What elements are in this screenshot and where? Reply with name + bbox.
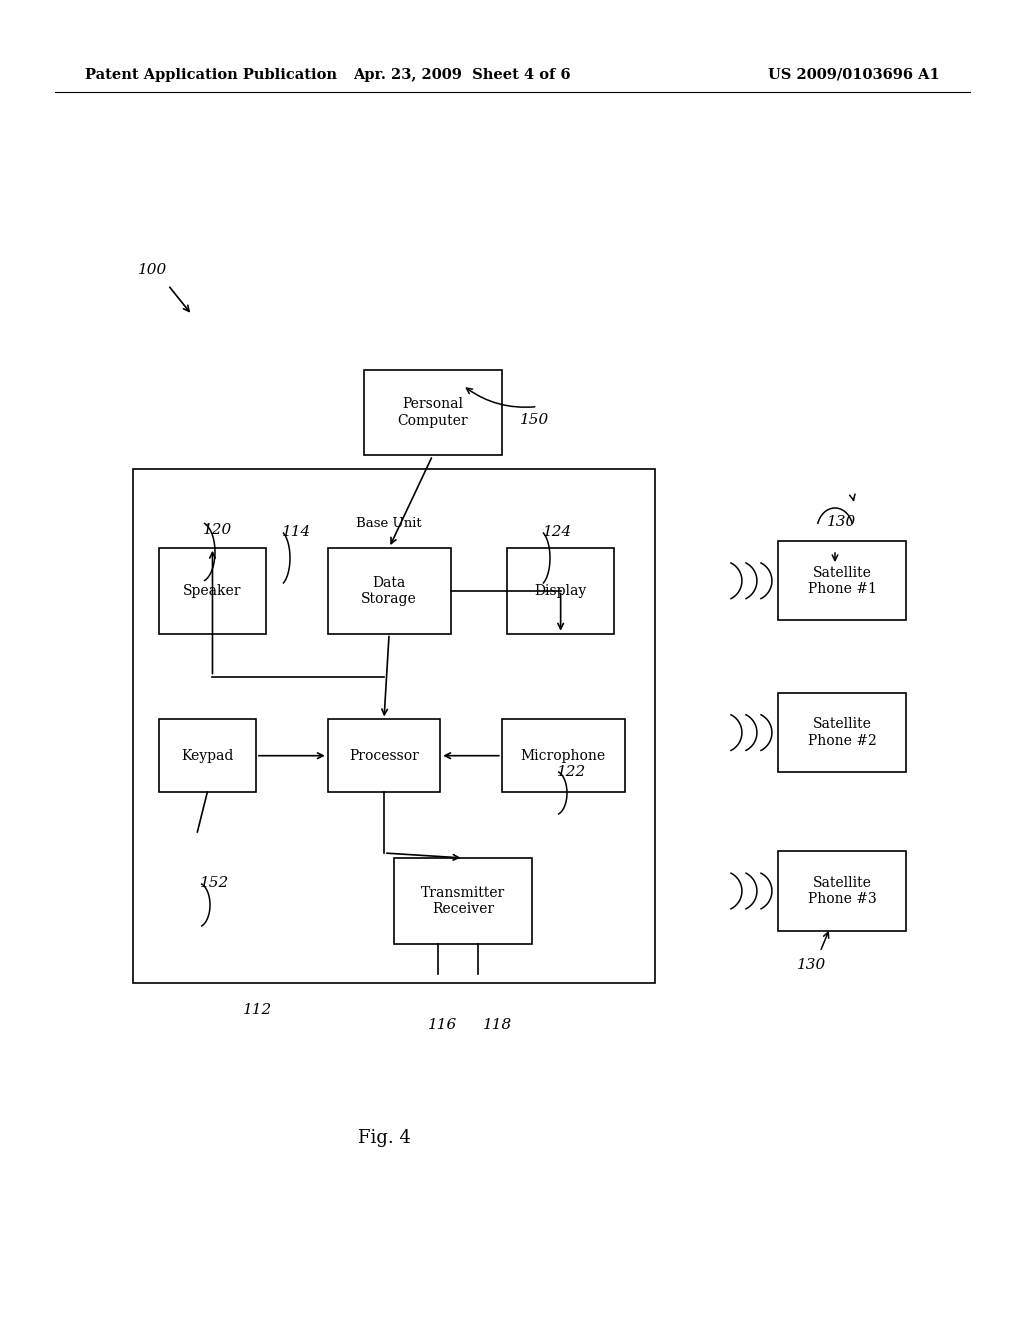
Text: US 2009/0103696 A1: US 2009/0103696 A1 <box>768 69 940 82</box>
Text: Data
Storage: Data Storage <box>361 576 417 606</box>
Text: Satellite
Phone #1: Satellite Phone #1 <box>808 566 877 595</box>
Bar <box>328 548 451 634</box>
Text: 114: 114 <box>283 525 311 539</box>
Text: Patent Application Publication: Patent Application Publication <box>85 69 337 82</box>
Text: 120: 120 <box>204 523 232 537</box>
Text: Apr. 23, 2009  Sheet 4 of 6: Apr. 23, 2009 Sheet 4 of 6 <box>353 69 570 82</box>
Text: Personal
Computer: Personal Computer <box>397 397 468 428</box>
Text: Base Unit: Base Unit <box>356 517 422 529</box>
Text: 118: 118 <box>483 1018 513 1032</box>
Text: Satellite
Phone #2: Satellite Phone #2 <box>808 718 877 747</box>
Text: Transmitter
Receiver: Transmitter Receiver <box>421 886 506 916</box>
Text: 130: 130 <box>827 515 857 529</box>
Bar <box>778 693 906 772</box>
Text: Keypad: Keypad <box>181 748 233 763</box>
Bar <box>159 548 266 634</box>
Bar <box>133 469 655 983</box>
Text: Processor: Processor <box>349 748 419 763</box>
Bar <box>328 719 440 792</box>
Text: 152: 152 <box>201 876 229 890</box>
Text: 116: 116 <box>428 1018 458 1032</box>
Text: Speaker: Speaker <box>183 583 242 598</box>
Bar <box>778 541 906 620</box>
Text: Display: Display <box>535 583 587 598</box>
Bar <box>394 858 532 944</box>
Text: 100: 100 <box>138 263 168 277</box>
Text: 124: 124 <box>544 525 572 539</box>
Text: 150: 150 <box>520 413 550 426</box>
Bar <box>364 370 502 455</box>
Bar <box>778 851 906 931</box>
Text: Microphone: Microphone <box>520 748 606 763</box>
Text: 130: 130 <box>798 958 826 972</box>
Text: 122: 122 <box>557 766 587 779</box>
Bar <box>159 719 256 792</box>
Bar <box>507 548 614 634</box>
Text: 112: 112 <box>244 1003 272 1016</box>
Text: Satellite
Phone #3: Satellite Phone #3 <box>808 876 877 906</box>
Text: Fig. 4: Fig. 4 <box>357 1129 411 1147</box>
Bar <box>502 719 625 792</box>
